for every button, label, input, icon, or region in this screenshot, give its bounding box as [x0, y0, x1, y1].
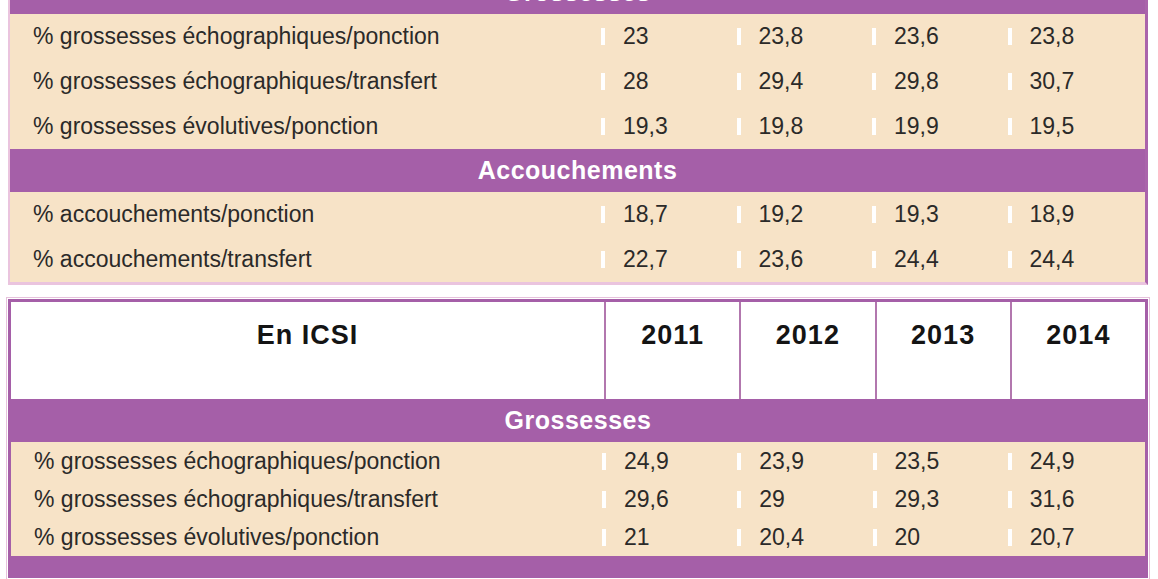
value-cell: 29,3 — [875, 486, 1010, 513]
row-label: % grossesses échographiques/ponction — [11, 448, 604, 475]
icsi-header-title: En ICSI — [11, 302, 604, 399]
table-fiv: Grossesses % grossesses échographiques/p… — [8, 0, 1148, 285]
band-grossesses-label: Grossesses — [505, 406, 652, 435]
value-cell: 23,6 — [874, 23, 1010, 50]
value-cell: 23,8 — [1010, 23, 1146, 50]
value-cell: 31,6 — [1010, 486, 1145, 513]
row-label: % accouchements/ponction — [10, 201, 603, 228]
value-cell: 30,7 — [1010, 68, 1146, 95]
table-row: % accouchements/ponction 18,7 19,2 19,3 … — [10, 192, 1145, 237]
year-header: 2012 — [739, 302, 874, 399]
value-cell: 20 — [875, 524, 1010, 551]
value-cell: 22,7 — [603, 246, 739, 273]
table-row: % grossesses échographiques/ponction 23 … — [10, 14, 1145, 59]
value-cell: 23,6 — [739, 246, 875, 273]
document-page: Grossesses % grossesses échographiques/p… — [0, 0, 1158, 579]
value-cell: 23,5 — [875, 448, 1010, 475]
value-cell: 19,5 — [1010, 113, 1146, 140]
icsi-header-row: En ICSI 2011 2012 2013 2014 — [11, 302, 1145, 399]
row-label: % grossesses échographiques/ponction — [10, 23, 603, 50]
value-cell: 20,7 — [1010, 524, 1145, 551]
value-cell: 23,9 — [739, 448, 874, 475]
value-cell: 21 — [604, 524, 739, 551]
band-accouchements-label: Accouchements — [478, 156, 678, 185]
table-row: % grossesses échographiques/transfert 29… — [11, 480, 1145, 518]
year-header: 2014 — [1010, 302, 1145, 399]
value-cell: 29,4 — [739, 68, 875, 95]
value-cell: 24,9 — [604, 448, 739, 475]
value-cell: 23,8 — [739, 23, 875, 50]
value-cell: 24,9 — [1010, 448, 1145, 475]
band-grossesses: Grossesses — [11, 399, 1145, 442]
row-label: % grossesses échographiques/transfert — [10, 68, 603, 95]
table-row: % grossesses échographiques/transfert 28… — [10, 59, 1145, 104]
value-cell: 18,9 — [1010, 201, 1146, 228]
table-row: % grossesses échographiques/ponction 24,… — [11, 442, 1145, 480]
table-icsi: En ICSI 2011 2012 2013 2014 Grossesses %… — [8, 299, 1148, 578]
value-cell: 19,2 — [739, 201, 875, 228]
value-cell: 24,4 — [874, 246, 1010, 273]
value-cell: 19,3 — [874, 201, 1010, 228]
value-cell: 24,4 — [1010, 246, 1146, 273]
row-label: % grossesses évolutives/ponction — [11, 524, 604, 551]
table-row: % grossesses évolutives/ponction 19,3 19… — [10, 104, 1145, 149]
year-header: 2011 — [604, 302, 739, 399]
table-row: % accouchements/transfert 22,7 23,6 24,4… — [10, 237, 1145, 282]
band-grossesses-label: Grossesses — [10, 0, 1145, 14]
row-label: % accouchements/transfert — [10, 246, 603, 273]
value-cell: 28 — [603, 68, 739, 95]
band-grossesses-clipped: Grossesses — [10, 0, 1145, 14]
value-cell: 19,9 — [874, 113, 1010, 140]
value-cell: 29,8 — [874, 68, 1010, 95]
value-cell: 19,3 — [603, 113, 739, 140]
table-row: % grossesses évolutives/ponction 21 20,4… — [11, 518, 1145, 556]
value-cell: 29 — [739, 486, 874, 513]
value-cell: 23 — [603, 23, 739, 50]
band-accouchements: Accouchements — [10, 149, 1145, 192]
band-next-section-clipped — [11, 556, 1145, 578]
row-label: % grossesses échographiques/transfert — [11, 486, 604, 513]
value-cell: 19,8 — [739, 113, 875, 140]
year-header: 2013 — [875, 302, 1010, 399]
value-cell: 18,7 — [603, 201, 739, 228]
row-label: % grossesses évolutives/ponction — [10, 113, 603, 140]
value-cell: 29,6 — [604, 486, 739, 513]
value-cell: 20,4 — [739, 524, 874, 551]
